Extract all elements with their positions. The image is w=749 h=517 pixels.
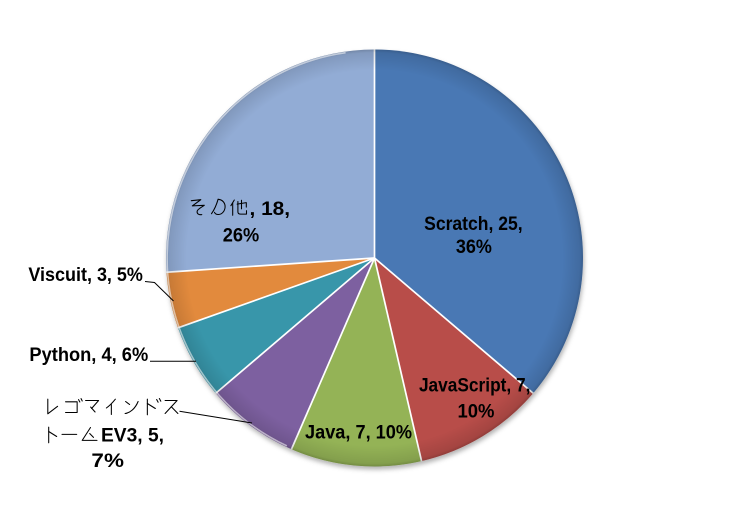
- svg-text:Viscuit, 3, 5%: Viscuit, 3, 5%: [28, 264, 142, 286]
- svg-text:JavaScript, 7,: JavaScript, 7,: [419, 375, 531, 397]
- svg-text:Scratch, 25,: Scratch, 25,: [424, 213, 523, 235]
- svg-text:36%: 36%: [456, 236, 492, 258]
- svg-text:EV3, 5,: EV3, 5,: [101, 424, 164, 446]
- svg-text:Python, 4, 6%: Python, 4, 6%: [29, 344, 148, 366]
- svg-text:7%: 7%: [91, 450, 124, 472]
- svg-text:, 18,: , 18,: [250, 198, 291, 220]
- svg-text:26%: 26%: [223, 225, 260, 247]
- svg-text:Java, 7, 10%: Java, 7, 10%: [305, 422, 412, 444]
- svg-text:10%: 10%: [458, 401, 495, 423]
